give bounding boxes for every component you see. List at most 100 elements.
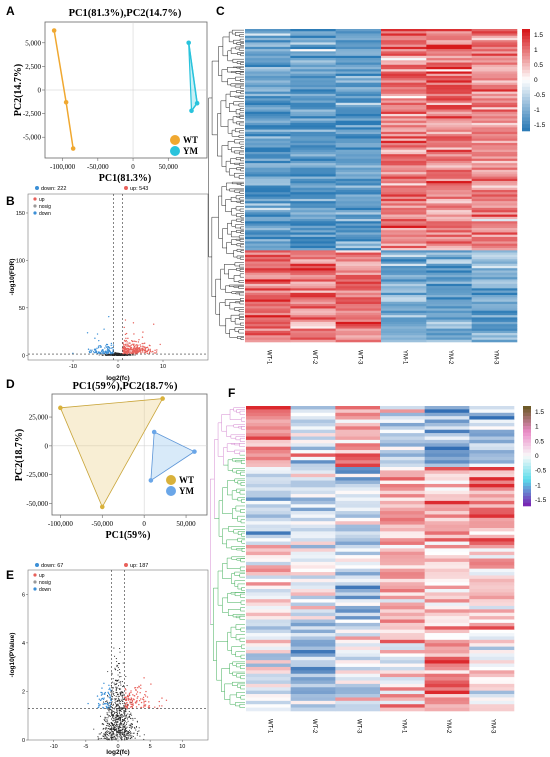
heatmap-cell bbox=[381, 312, 427, 316]
up-point bbox=[150, 683, 152, 685]
nosig-point bbox=[98, 354, 100, 356]
heatmap-cell bbox=[380, 470, 425, 475]
heatmap-cell bbox=[290, 467, 336, 471]
heatmap-cell bbox=[426, 134, 472, 137]
heatmap-cell bbox=[381, 181, 427, 184]
nosig-point bbox=[117, 717, 119, 719]
nosig-point bbox=[122, 354, 124, 356]
heatmap-cell bbox=[471, 303, 518, 307]
colorbar-step bbox=[522, 124, 530, 128]
nosig-point bbox=[118, 733, 120, 735]
up-point bbox=[137, 687, 139, 689]
heatmap-cell bbox=[426, 156, 472, 159]
heatmap-cell bbox=[381, 283, 427, 287]
up-point bbox=[134, 686, 137, 689]
heatmap-cell bbox=[290, 270, 336, 273]
heatmap-cell bbox=[290, 134, 336, 137]
up-point bbox=[135, 688, 137, 691]
nosig-point bbox=[128, 710, 130, 713]
up-point bbox=[127, 699, 130, 701]
heatmap-cell bbox=[245, 172, 291, 175]
heatmap-cell bbox=[426, 58, 472, 61]
nosig-point bbox=[111, 692, 113, 694]
heatmap-cell bbox=[381, 111, 427, 115]
heatmap-cell bbox=[381, 163, 427, 166]
heatmap-cell bbox=[245, 239, 291, 242]
heatmap-cell bbox=[471, 73, 518, 77]
heatmap-cell bbox=[426, 272, 472, 276]
nosig-point bbox=[122, 707, 124, 709]
heatmap-cell bbox=[471, 122, 518, 126]
heatmap-cell bbox=[335, 544, 381, 549]
heatmap-cell bbox=[245, 308, 291, 311]
heatmap-cell bbox=[469, 524, 515, 529]
nosig-point bbox=[131, 723, 133, 725]
heatmap-cell bbox=[290, 306, 336, 309]
heatmap-cell bbox=[426, 268, 472, 271]
heatmap-cell bbox=[246, 504, 291, 508]
heatmap-cell bbox=[381, 194, 427, 197]
nosig-point bbox=[114, 697, 116, 700]
heatmap-cell bbox=[290, 96, 336, 99]
nosig-point bbox=[131, 735, 133, 737]
colorbar-step bbox=[523, 429, 531, 433]
heatmap-cell bbox=[245, 136, 291, 139]
colorbar-step bbox=[522, 76, 530, 81]
heatmap-cell bbox=[380, 575, 425, 580]
nosig-point bbox=[116, 660, 118, 663]
heatmap-cell bbox=[381, 230, 427, 233]
heatmap-cell bbox=[471, 75, 518, 79]
heatmap-cell bbox=[471, 201, 518, 204]
heatmap-cell bbox=[380, 605, 425, 610]
nosig-point bbox=[119, 647, 121, 650]
heatmap-cell bbox=[469, 683, 515, 688]
colorbar-step bbox=[523, 479, 531, 483]
nosig-point bbox=[105, 736, 107, 738]
heatmap-cell bbox=[469, 558, 515, 563]
heatmap-cell bbox=[290, 450, 336, 454]
heatmap-cell bbox=[381, 165, 427, 168]
heatmap-cell bbox=[471, 315, 518, 318]
heatmap-cell bbox=[290, 497, 336, 502]
heatmap-cell bbox=[381, 333, 427, 336]
heatmap-cell bbox=[245, 232, 291, 235]
down-point bbox=[110, 344, 112, 347]
nosig-point bbox=[115, 703, 117, 705]
up-point bbox=[143, 352, 145, 354]
heatmap-cell bbox=[290, 629, 336, 634]
heatmap-cell bbox=[424, 697, 470, 702]
heatmap-cell bbox=[381, 158, 427, 162]
heatmap-cell bbox=[471, 221, 518, 224]
up-point bbox=[129, 702, 131, 704]
heatmap-cell bbox=[471, 230, 518, 233]
heatmap-cell bbox=[424, 589, 470, 593]
nosig-point bbox=[121, 691, 124, 693]
nosig-point bbox=[110, 709, 112, 711]
heatmap-cell bbox=[290, 531, 336, 536]
heatmap-cell bbox=[245, 165, 291, 168]
heatmap-cell bbox=[381, 174, 427, 177]
heatmap-cell bbox=[290, 697, 336, 702]
heatmap-cell bbox=[471, 312, 518, 316]
nosig-point bbox=[126, 718, 129, 720]
heatmap-cell bbox=[290, 704, 336, 708]
nosig-point bbox=[130, 724, 132, 726]
heatmap-cell bbox=[426, 181, 472, 184]
heatmap-cell bbox=[381, 100, 427, 104]
heatmap-cell bbox=[469, 494, 515, 498]
up-point bbox=[134, 352, 136, 354]
down-point bbox=[90, 351, 92, 354]
up-point bbox=[125, 689, 127, 691]
nosig-point bbox=[115, 737, 117, 739]
heatmap-cell bbox=[469, 453, 515, 458]
heatmap-cell bbox=[380, 541, 425, 546]
heatmap-cell bbox=[335, 299, 382, 303]
heatmap-cell bbox=[426, 160, 472, 164]
heatmap-cell bbox=[469, 653, 515, 658]
heatmap-cell bbox=[335, 194, 382, 197]
heatmap-cell bbox=[471, 46, 518, 50]
nosig-point bbox=[112, 719, 114, 721]
heatmap-cell bbox=[380, 646, 425, 651]
heatmap-cell bbox=[335, 169, 382, 173]
heatmap-cell bbox=[290, 561, 336, 566]
